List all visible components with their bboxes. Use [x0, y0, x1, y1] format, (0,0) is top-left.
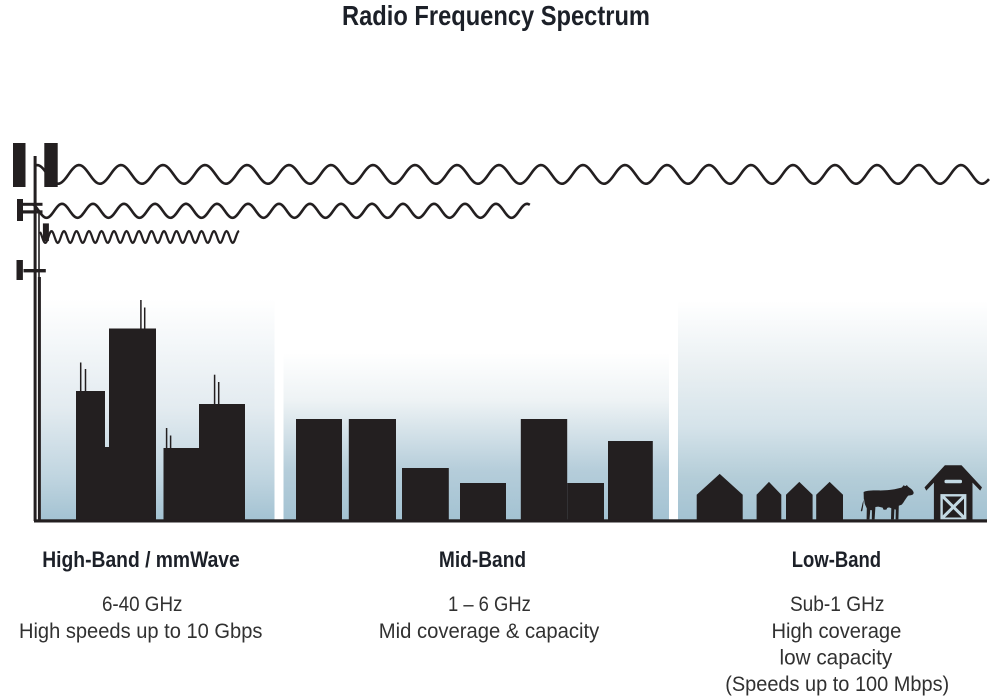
svg-text:Sub-1 GHz: Sub-1 GHz: [790, 593, 885, 616]
svg-text:6-40 GHz: 6-40 GHz: [102, 593, 183, 616]
svg-text:low capacity: low capacity: [780, 647, 893, 670]
svg-text:High speeds up to 10 Gbps: High speeds up to 10 Gbps: [19, 620, 263, 643]
svg-text:High coverage: High coverage: [771, 620, 901, 643]
svg-text:(Speeds up to 100 Mbps): (Speeds up to 100 Mbps): [725, 673, 949, 696]
svg-text:Low-Band: Low-Band: [792, 547, 881, 572]
svg-text:Mid coverage & capacity: Mid coverage & capacity: [379, 620, 600, 643]
svg-text:High-Band / mmWave: High-Band / mmWave: [42, 547, 240, 572]
svg-text:Radio Frequency Spectrum: Radio Frequency Spectrum: [342, 0, 650, 31]
svg-text:1 – 6 GHz: 1 – 6 GHz: [448, 593, 531, 616]
svg-text:Mid-Band: Mid-Band: [439, 547, 526, 572]
